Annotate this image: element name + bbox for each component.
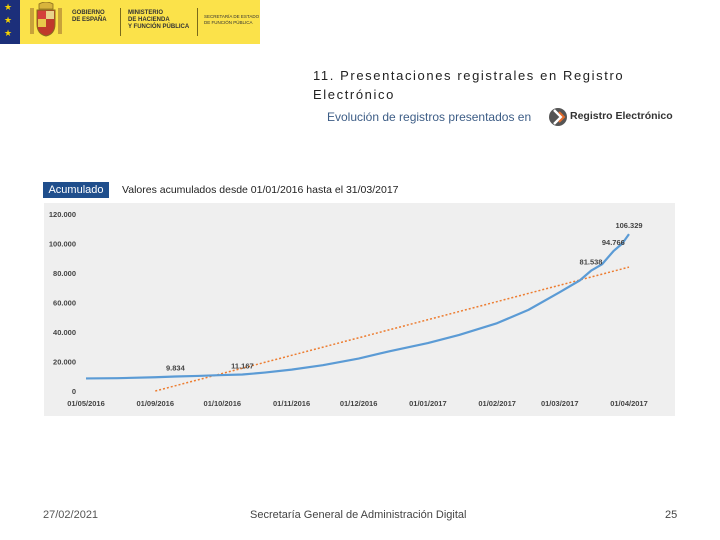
registro-logo-text: Registro Electrónico [570, 110, 673, 122]
registro-logo-icon [549, 108, 567, 126]
data-label: 106.329 [615, 221, 642, 230]
government-label: GOBIERNO DE ESPAÑA [72, 10, 107, 23]
header-divider [197, 8, 198, 36]
y-tick-label: 0 [72, 387, 76, 396]
y-tick-label: 100.000 [49, 240, 76, 249]
footer-date: 27/02/2021 [43, 509, 99, 521]
registro-electronico-logo: Registro Electrónico [548, 106, 678, 128]
ministry-label: MINISTERIO DE HACIENDA Y FUNCIÓN PÚBLICA [128, 10, 190, 30]
data-label: 94.766 [602, 238, 625, 247]
series-line [85, 233, 630, 380]
slide-subtitle: Evolución de registros presentados en [327, 110, 532, 124]
star-icon: ★ [4, 3, 13, 13]
data-label: 9.834 [166, 363, 186, 372]
data-label: 11.167 [231, 362, 254, 371]
page-number: 25 [665, 509, 678, 521]
trend-line [155, 266, 630, 392]
header-banner: ★ ★ ★ GOBIERNO DE ESPAÑA MINISTERIO DE H… [0, 0, 260, 44]
y-tick-label: 60.000 [53, 299, 76, 308]
x-tick-label: 01/12/2016 [340, 399, 378, 408]
eu-flag-strip: ★ ★ ★ [0, 0, 20, 44]
slide-title: 11. Presentaciones registrales en Regist… [313, 68, 625, 102]
secretariat-label: SECRETARÍA DE ESTADO DE FUNCIÓN PÚBLICA [204, 14, 260, 25]
x-tick-label: 01/09/2016 [136, 399, 174, 408]
x-tick-label: 01/05/2016 [67, 399, 105, 408]
y-tick-label: 120.000 [49, 210, 76, 219]
date-range-caption: Valores acumulados desde 01/01/2016 hast… [122, 184, 399, 196]
data-label: 81.538 [580, 258, 603, 267]
chart-area: 0 20.000 40.000 60.000 80.000 100.000 120.000 0… [44, 203, 675, 416]
coat-of-arms-icon [30, 2, 62, 37]
accumulated-badge: Acumulado [43, 182, 109, 198]
footer-organization: Secretaría General de Administración Dig… [250, 509, 467, 521]
x-tick-label: 01/01/2017 [409, 399, 447, 408]
x-tick-label: 01/04/2017 [610, 399, 648, 408]
line-chart: 0 20.000 40.000 60.000 80.000 100.000 120.000 0… [49, 210, 648, 408]
x-tick-label: 01/11/2016 [273, 399, 310, 408]
y-tick-label: 80.000 [53, 269, 76, 278]
x-tick-label: 01/10/2016 [204, 399, 242, 408]
y-tick-label: 20.000 [53, 358, 76, 367]
header-divider [120, 8, 121, 36]
y-tick-label: 40.000 [53, 328, 76, 337]
star-icon: ★ [4, 29, 13, 39]
x-tick-label: 01/03/2017 [541, 399, 579, 408]
star-icon: ★ [4, 16, 13, 26]
x-tick-label: 01/02/2017 [478, 399, 516, 408]
